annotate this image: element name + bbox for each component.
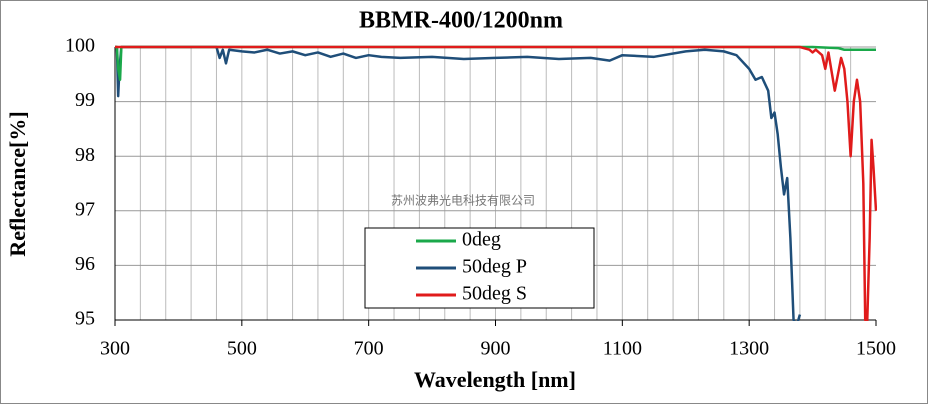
y-tick-label: 100 (65, 35, 95, 57)
chart-title: BBMR-400/1200nm (359, 8, 563, 34)
series-line (115, 45, 877, 321)
legend-label: 50deg P (462, 256, 527, 278)
legend: 0deg 50deg P 50deg S (364, 227, 595, 309)
x-tick-label: 500 (227, 338, 257, 360)
x-tick-label: 900 (481, 338, 511, 360)
x-tick-label: 1300 (729, 338, 769, 360)
x-tick-label: 300 (100, 338, 130, 360)
legend-box (364, 227, 595, 309)
legend-label: 0deg (462, 229, 501, 251)
y-tick-label: 96 (75, 253, 95, 275)
y-tick-label: 99 (75, 89, 95, 111)
y-tick-label: 95 (75, 308, 95, 330)
plot-lines (115, 45, 877, 321)
x-tick-label: 1100 (603, 338, 642, 360)
x-tick-label: 1500 (856, 338, 896, 360)
x-axis-label: Wavelength [nm] (414, 367, 576, 392)
y-tick-label: 97 (75, 198, 95, 220)
watermark: 苏州波弗光电科技有限公司 (391, 194, 535, 208)
y-axis-label: Reflectance[%] (5, 111, 30, 256)
legend-label: 50deg S (462, 283, 527, 305)
x-tick-label: 700 (354, 338, 384, 360)
y-tick-label: 98 (75, 144, 95, 166)
